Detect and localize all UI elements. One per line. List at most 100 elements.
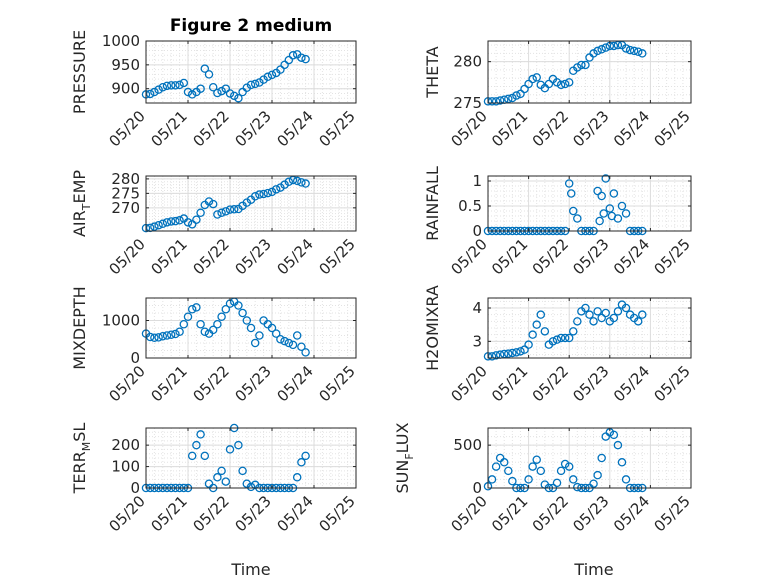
y-axis-label: THETA <box>423 46 442 98</box>
data-point <box>491 351 501 360</box>
data-point <box>564 462 574 471</box>
data-point <box>617 458 627 467</box>
data-point <box>213 210 222 219</box>
data-point <box>609 189 619 198</box>
data-point <box>221 477 231 486</box>
data-point <box>564 78 574 87</box>
data-point <box>593 186 602 196</box>
y-tick-label: 275 <box>111 184 140 202</box>
axes-box <box>145 297 357 359</box>
data-point <box>536 466 546 476</box>
data-point <box>613 307 623 316</box>
data-point <box>192 440 201 450</box>
data-point <box>573 214 582 223</box>
data-point <box>504 349 513 358</box>
data-point <box>250 192 260 201</box>
data-point <box>229 205 239 214</box>
axes-box <box>487 175 692 232</box>
data-point <box>284 338 294 348</box>
data-point <box>158 219 168 229</box>
data-point <box>234 93 243 103</box>
data-point <box>508 476 517 486</box>
data-point <box>192 303 201 312</box>
data-point <box>187 451 197 461</box>
y-tick-label: 500 <box>453 436 482 454</box>
data-point <box>242 198 252 207</box>
data-point <box>524 475 533 484</box>
data-point <box>544 79 554 89</box>
data-point <box>613 440 623 450</box>
data-point <box>297 178 306 187</box>
ylabel-part: AIR <box>70 210 89 237</box>
plot-area <box>488 176 691 231</box>
y-tick-label: 4 <box>472 299 482 317</box>
data-point <box>528 462 537 471</box>
data-point <box>292 331 302 340</box>
data-point <box>301 54 310 64</box>
data-point <box>512 91 521 100</box>
data-point <box>187 90 197 99</box>
data-point <box>613 214 623 223</box>
data-point <box>625 45 635 55</box>
data-point <box>276 65 285 74</box>
data-point <box>581 303 590 313</box>
data-point <box>297 342 306 351</box>
data-point <box>238 466 247 476</box>
data-point <box>609 313 619 323</box>
data-point <box>560 333 570 343</box>
y-tick-label: 900 <box>111 80 140 98</box>
data-point <box>284 177 294 187</box>
plot-area <box>146 41 356 103</box>
data-point <box>581 60 590 70</box>
ylabel-part: LUX <box>393 422 412 453</box>
data-point <box>162 218 172 227</box>
data-point <box>491 462 501 471</box>
ylabel-part: SL <box>70 423 89 442</box>
data-point <box>204 197 214 206</box>
data-point <box>577 60 586 70</box>
axes-box <box>145 175 357 232</box>
data-point <box>179 319 189 329</box>
y-tick-label: 1 <box>472 172 482 190</box>
data-point <box>536 310 546 319</box>
data-point <box>292 473 302 482</box>
data-point <box>150 222 159 231</box>
data-point <box>288 51 298 60</box>
data-point <box>597 191 606 201</box>
data-point <box>593 307 602 316</box>
data-point <box>301 451 310 461</box>
data-point <box>504 94 513 104</box>
data-point <box>187 304 197 314</box>
data-point <box>585 310 594 319</box>
ylabel-part: M <box>80 442 93 452</box>
data-point <box>609 430 619 440</box>
data-point <box>171 81 180 90</box>
data-point <box>225 445 235 454</box>
data-point <box>213 319 222 329</box>
data-point <box>532 320 541 329</box>
data-point <box>179 78 189 88</box>
data-point <box>162 331 172 340</box>
data-point <box>613 40 623 50</box>
data-point <box>589 317 598 326</box>
data-point <box>284 55 294 65</box>
axes-box <box>145 427 357 489</box>
data-point <box>221 207 231 216</box>
data-point <box>246 80 256 90</box>
data-point <box>621 303 631 313</box>
data-point <box>638 49 647 58</box>
data-point <box>238 308 247 318</box>
data-point <box>597 453 606 463</box>
data-point <box>297 458 306 467</box>
data-point <box>593 46 602 56</box>
data-point <box>566 189 576 198</box>
data-point <box>621 475 631 484</box>
data-point <box>560 79 570 89</box>
data-point <box>633 47 643 56</box>
data-point <box>301 348 310 357</box>
data-point <box>540 327 550 336</box>
y-tick-label: 0 <box>130 349 140 367</box>
data-point <box>263 72 273 82</box>
data-point <box>599 209 608 218</box>
data-point <box>213 473 222 482</box>
